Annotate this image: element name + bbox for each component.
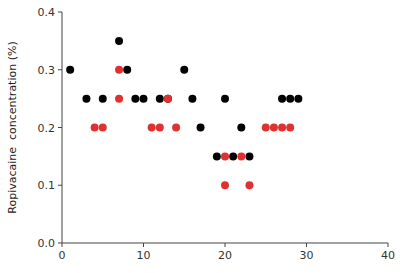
x-tick bbox=[143, 243, 144, 247]
x-tick bbox=[306, 243, 307, 247]
point bbox=[180, 66, 188, 74]
point bbox=[156, 95, 164, 103]
point bbox=[164, 95, 172, 103]
y-tick-label: 0.0 bbox=[38, 237, 56, 250]
point bbox=[221, 181, 229, 189]
point bbox=[164, 95, 172, 103]
point bbox=[237, 124, 245, 132]
point bbox=[213, 152, 221, 160]
point bbox=[148, 124, 156, 132]
y-tick bbox=[58, 185, 62, 186]
series bbox=[66, 37, 302, 161]
y-tick-label: 0.3 bbox=[38, 64, 56, 77]
point bbox=[245, 181, 253, 189]
y-tick bbox=[58, 127, 62, 128]
point bbox=[262, 124, 270, 132]
point bbox=[270, 124, 278, 132]
y-tick bbox=[58, 243, 62, 244]
point bbox=[221, 95, 229, 103]
point bbox=[140, 95, 148, 103]
x-tick-label: 0 bbox=[59, 249, 66, 262]
point bbox=[278, 124, 286, 132]
point bbox=[66, 66, 74, 74]
point bbox=[172, 124, 180, 132]
x-tick bbox=[388, 243, 389, 247]
y-tick-label: 0.1 bbox=[38, 179, 56, 192]
axes: 0 10 20 30 40 0.0 0.1 0.2 0.3 0.4 bbox=[38, 6, 396, 262]
y-tick bbox=[58, 69, 62, 70]
series bbox=[91, 66, 295, 190]
plot-area bbox=[66, 37, 302, 189]
point bbox=[115, 37, 123, 45]
x-tick-label: 40 bbox=[381, 249, 395, 262]
y-tick-label: 0.2 bbox=[38, 122, 56, 135]
y-tick bbox=[58, 12, 62, 13]
point bbox=[188, 95, 196, 103]
point bbox=[197, 124, 205, 132]
point bbox=[156, 124, 164, 132]
y-tick-label: 0.4 bbox=[38, 6, 56, 19]
point bbox=[99, 124, 107, 132]
point bbox=[115, 66, 123, 74]
point bbox=[286, 95, 294, 103]
x-tick-label: 30 bbox=[300, 249, 314, 262]
point bbox=[131, 95, 139, 103]
y-axis-label: Ropivacaine concentration (%) bbox=[6, 41, 19, 213]
chart: 0 10 20 30 40 0.0 0.1 0.2 0.3 0.4 Ropivacaine conc… bbox=[0, 0, 400, 273]
point bbox=[245, 152, 253, 160]
point bbox=[123, 66, 131, 74]
x-tick bbox=[225, 243, 226, 247]
point bbox=[229, 152, 237, 160]
x-tick-label: 20 bbox=[218, 249, 232, 262]
point bbox=[91, 124, 99, 132]
x-tick-label: 10 bbox=[137, 249, 151, 262]
point bbox=[237, 152, 245, 160]
point bbox=[286, 124, 294, 132]
point bbox=[82, 95, 90, 103]
point bbox=[278, 95, 286, 103]
point bbox=[221, 152, 229, 160]
point bbox=[99, 95, 107, 103]
x-tick bbox=[62, 243, 63, 247]
point bbox=[115, 95, 123, 103]
point bbox=[294, 95, 302, 103]
